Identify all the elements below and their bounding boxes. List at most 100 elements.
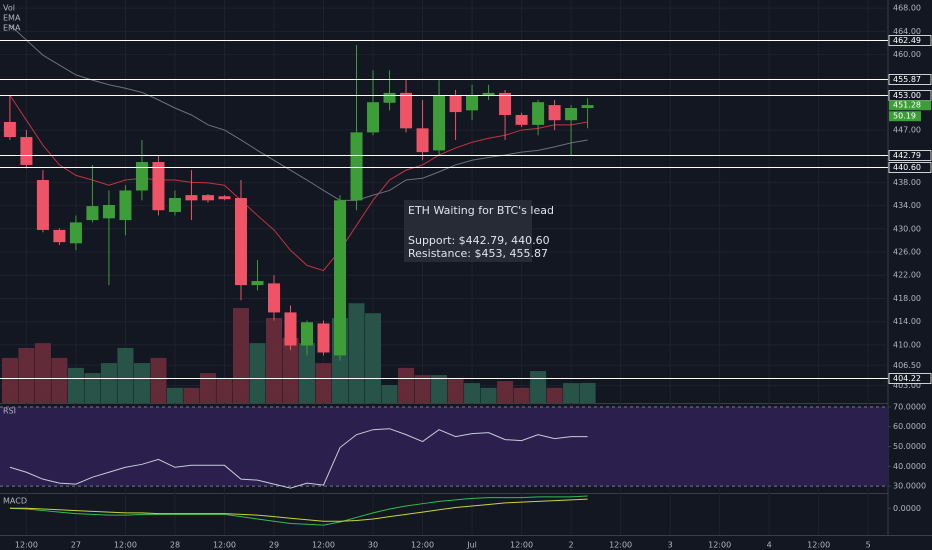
volume-bar	[133, 363, 150, 403]
volume-bar	[282, 337, 299, 403]
x-tick-label: 12:00	[510, 541, 533, 550]
x-tick-label: 12:00	[807, 541, 830, 550]
level-label: 462.49	[893, 36, 921, 45]
level-tag	[888, 74, 932, 85]
candle-body	[218, 196, 231, 200]
candle-body	[548, 105, 561, 121]
y-tick-label: 464.00	[893, 27, 921, 36]
volume-bar	[348, 303, 365, 403]
y-tick-label: 447.00	[893, 126, 921, 135]
y-tick-label: 414.00	[893, 317, 921, 326]
candle-body	[515, 114, 528, 125]
volume-bar	[398, 367, 415, 403]
volume-bar	[18, 347, 35, 403]
candle-body	[267, 283, 280, 313]
volume-bar	[365, 313, 382, 403]
candle-body	[3, 121, 16, 138]
volume-bar	[199, 373, 216, 403]
y-tick-label: 460.00	[893, 50, 921, 59]
candle-body	[581, 105, 594, 109]
candle-body	[449, 95, 462, 113]
y-tick-label: 410.00	[893, 340, 921, 349]
candle-body	[152, 162, 165, 211]
last-price-tag	[889, 100, 931, 111]
volume-bar	[480, 387, 497, 403]
annotation-title: ETH Waiting for BTC's lead	[408, 204, 554, 217]
y-tick-label: 468.00	[893, 4, 921, 13]
x-tick-label: 12:00	[312, 541, 335, 550]
indicator-line	[9, 428, 588, 489]
x-tick-label: Jul	[466, 541, 477, 550]
volume-bar	[513, 387, 530, 403]
level-label: 442.79	[893, 151, 921, 160]
volume-bar	[381, 385, 398, 403]
candle-body	[53, 229, 66, 243]
pane-label: MACD	[3, 497, 27, 506]
volume-bar	[414, 375, 431, 403]
ema-line	[9, 24, 588, 201]
volume-tag	[889, 111, 921, 122]
candle-body	[119, 190, 132, 221]
candle-body	[168, 198, 181, 212]
volume-bar	[100, 363, 117, 403]
x-tick-label: 12:00	[213, 541, 236, 550]
volume-bar	[546, 387, 563, 403]
volume-bar	[150, 357, 167, 403]
x-tick-label: 30	[368, 541, 378, 550]
candle-body	[20, 137, 33, 165]
x-tick-label: 12:00	[411, 541, 434, 550]
y-tick-label: 434.00	[893, 201, 921, 210]
volume-last-label: 50.19	[893, 112, 916, 121]
rsi-band	[0, 406, 888, 487]
volume-bar	[183, 387, 200, 403]
volume-bar	[1, 357, 18, 403]
volume-bar	[530, 371, 547, 403]
volume-bar	[166, 387, 183, 403]
x-tick-label: 4	[767, 541, 772, 550]
legend-label: EMA	[3, 24, 21, 33]
candle-body	[433, 95, 446, 151]
volume-bar	[447, 377, 464, 403]
volume-bar	[579, 382, 596, 403]
volume-bar	[84, 373, 101, 403]
candle-body	[367, 102, 380, 133]
pane-label: RSI	[3, 407, 16, 416]
annotation-line: Resistance: $453, 455.87	[408, 247, 548, 260]
candle-body	[284, 312, 297, 346]
y-tick-label: 438.00	[893, 178, 921, 187]
level-label: 440.60	[893, 163, 921, 172]
y-tick-label: 430.00	[893, 224, 921, 233]
candle-body	[565, 108, 578, 121]
y-tick-label: 0.0000	[893, 504, 921, 513]
level-label: 455.87	[893, 75, 921, 84]
candle-body	[334, 200, 347, 356]
ema-line	[9, 94, 588, 272]
volume-bar	[464, 383, 481, 403]
x-tick-label: 12:00	[609, 541, 632, 550]
volume-bar	[265, 318, 282, 403]
candle-body	[102, 204, 115, 219]
volume-bar	[216, 377, 233, 403]
candle-body	[482, 92, 495, 96]
volume-bar	[51, 357, 68, 403]
y-tick-label: 50.0000	[893, 442, 926, 451]
candle-body	[466, 95, 479, 111]
indicator-line	[9, 495, 588, 526]
level-tag	[888, 150, 932, 161]
candle-body	[532, 102, 545, 125]
candle-body	[234, 198, 247, 286]
level-tag	[888, 35, 932, 46]
y-tick-label: 406.50	[893, 361, 921, 370]
volume-bar	[232, 308, 249, 403]
volume-bar	[249, 343, 266, 403]
candle-body	[201, 195, 214, 201]
candle-body	[350, 132, 363, 201]
candle-body	[400, 92, 413, 129]
y-tick-label: 70.0000	[893, 402, 926, 411]
x-tick-label: 27	[71, 541, 81, 550]
candle-body	[383, 92, 396, 103]
candle-body	[185, 195, 198, 201]
y-tick-label: 418.00	[893, 294, 921, 303]
candle-body	[317, 323, 330, 353]
